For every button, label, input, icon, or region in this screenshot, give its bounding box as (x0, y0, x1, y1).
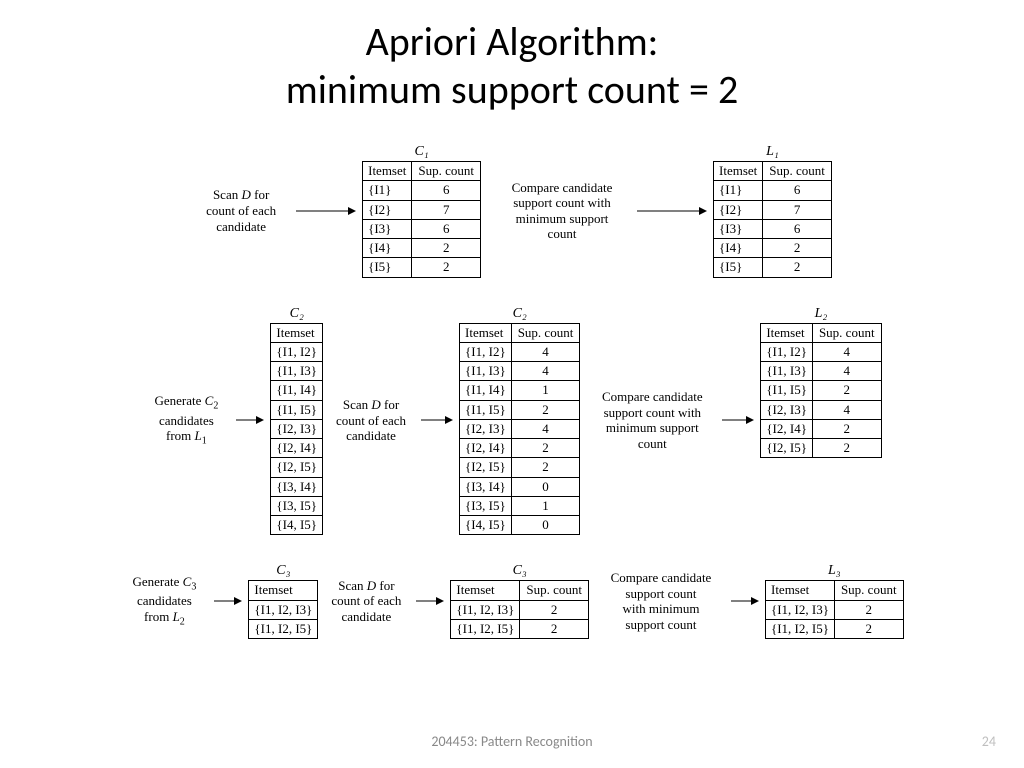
row-3: Generate C3candidatesfrom L2 C₃ Itemset{… (102, 563, 922, 639)
table-c2: C₂ ItemsetSup. count{I1, I2}4{I1, I3}4{I… (459, 306, 580, 536)
arrow-4 (415, 414, 459, 426)
c2-title-1: C₂ (270, 306, 323, 322)
c2-title-2: C₂ (459, 306, 580, 322)
c3-title-2: C₃ (450, 563, 589, 579)
arrow-1 (290, 205, 362, 217)
table-c1: C₁ ItemsetSup. count{I1}6{I2}7{I3}6{I4}2… (362, 144, 481, 278)
label-scan-d-3: Scan D forcount of eachcandidate (322, 578, 410, 625)
c3-title-1: C₃ (248, 563, 318, 579)
apriori-diagram: Scan D forcount of eachcandidate C₁ Item… (102, 144, 922, 639)
label-compare-1: Compare candidatesupport count withminim… (493, 180, 631, 242)
c1-title: C₁ (362, 144, 481, 160)
slide-title: Apriori Algorithm: minimum support count… (0, 0, 1024, 114)
label-compare-3: Compare candidatesupport countwith minim… (597, 570, 725, 632)
l3-title: L₃ (765, 563, 904, 579)
arrow-2 (631, 205, 713, 217)
label-gen-c2: Generate C2candidatesfrom L1 (142, 393, 230, 448)
footer-page-number: 24 (982, 733, 996, 750)
table-c3-cand: C₃ Itemset{I1, I2, I3}{I1, I2, I5} (248, 563, 318, 639)
l1-title: L₁ (713, 144, 832, 160)
title-line2: minimum support count = 2 (286, 65, 738, 114)
row-1: Scan D forcount of eachcandidate C₁ Item… (102, 144, 922, 278)
arrow-7 (410, 595, 450, 607)
table-c2-cand: C₂ Itemset{I1, I2}{I1, I3}{I1, I4}{I1, I… (270, 306, 323, 536)
row-2: Generate C2candidatesfrom L1 C₂ Itemset{… (102, 306, 922, 536)
label-scan-d-2: Scan D forcount of eachcandidate (327, 397, 415, 444)
table-l3: L₃ ItemsetSup. count{I1, I2, I3}2{I1, I2… (765, 563, 904, 639)
table-c3: C₃ ItemsetSup. count{I1, I2, I3}2{I1, I2… (450, 563, 589, 639)
table-l1: L₁ ItemsetSup. count{I1}6{I2}7{I3}6{I4}2… (713, 144, 832, 278)
arrow-5 (716, 414, 760, 426)
arrow-8 (725, 595, 765, 607)
arrow-3 (230, 414, 270, 426)
l2-title: L₂ (760, 306, 881, 322)
footer-course: 204453: Pattern Recognition (0, 733, 1024, 750)
table-l2: L₂ ItemsetSup. count{I1, I2}4{I1, I3}4{I… (760, 306, 881, 459)
label-gen-c3: Generate C3candidatesfrom L2 (120, 574, 208, 629)
arrow-6 (208, 595, 248, 607)
label-scan-d-1: Scan D forcount of eachcandidate (192, 187, 290, 234)
label-compare-2: Compare candidatesupport count withminim… (588, 389, 716, 451)
title-line1: Apriori Algorithm: (366, 17, 659, 66)
